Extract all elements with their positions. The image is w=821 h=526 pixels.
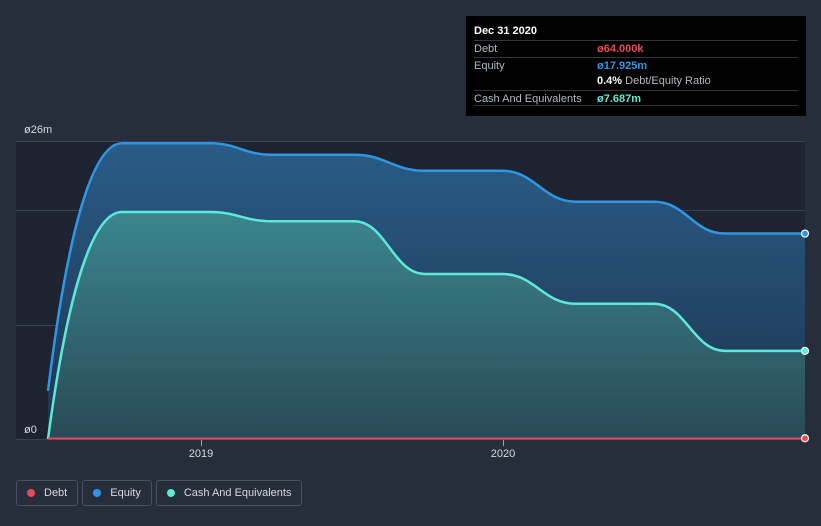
debt-end-marker <box>800 434 810 443</box>
cash-area <box>48 212 805 439</box>
tooltip-equity-value: ø17.925m <box>597 59 648 72</box>
tooltip-cash-label: Cash And Equivalents <box>474 92 582 105</box>
tooltip-ratio-value: 0.4% Debt/Equity Ratio <box>597 73 711 90</box>
tooltip-row-cash: Cash And Equivalents ø7.687m <box>474 89 798 106</box>
equity-end-marker <box>800 229 810 238</box>
legend-item-equity[interactable]: Equity <box>82 480 152 506</box>
legend-dot-debt <box>27 489 35 497</box>
legend: Debt Equity Cash And Equivalents <box>16 480 306 506</box>
tooltip-row-debt: Debt ø64.000k <box>474 40 798 57</box>
legend-item-debt[interactable]: Debt <box>16 480 79 506</box>
tooltip-cash-value: ø7.687m <box>597 92 642 105</box>
tooltip-equity-label: Equity <box>474 59 505 72</box>
equity-line <box>46 142 805 392</box>
x-axis: 2019 2020 <box>189 440 515 460</box>
legend-dot-cash <box>166 489 175 497</box>
tooltip-row-ratio: 0.4% Debt/Equity Ratio <box>474 73 798 90</box>
tooltip-ratio-label: Debt/Equity Ratio <box>625 75 711 87</box>
y-axis: ø26m ø0 <box>24 124 52 436</box>
legend-item-cash[interactable]: Cash And Equivalents <box>155 480 303 506</box>
cash-line <box>46 210 805 440</box>
y-tick-label-top: ø26m <box>24 124 52 136</box>
tooltip-debt-value: ø64.000k <box>597 43 644 55</box>
x-tick-label-2020: 2020 <box>491 448 515 460</box>
legend-label-debt: Debt <box>44 487 68 499</box>
tooltip-row-equity: Equity ø17.925m <box>474 56 798 74</box>
series-layer <box>46 142 810 443</box>
legend-dot-equity <box>93 489 102 497</box>
tooltip: Dec 31 2020 Debt ø64.000k Equity ø17.925… <box>466 16 806 116</box>
legend-label-cash: Cash And Equivalents <box>183 487 292 499</box>
tooltip-debt-label: Debt <box>474 43 498 55</box>
tooltip-ratio-number: 0.4% <box>597 75 623 87</box>
y-tick-label-zero: ø0 <box>24 424 37 436</box>
tooltip-date: Dec 31 2020 <box>474 25 537 37</box>
cash-end-marker <box>800 346 810 355</box>
x-tick-label-2019: 2019 <box>189 448 213 460</box>
legend-label-equity: Equity <box>110 487 141 499</box>
